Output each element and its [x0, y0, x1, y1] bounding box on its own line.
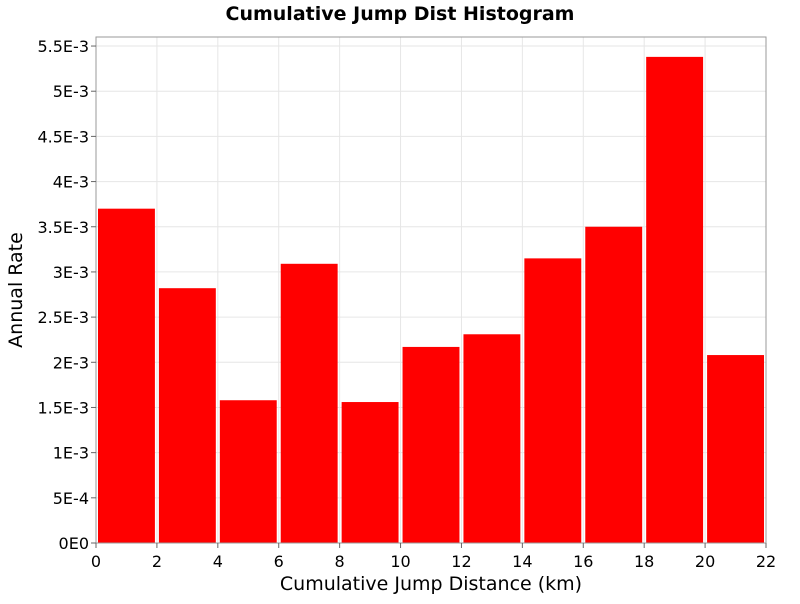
- histogram-bar: [524, 258, 582, 543]
- x-tick-label: 8: [335, 552, 345, 571]
- histogram-bar: [158, 288, 216, 543]
- histogram-bar: [646, 56, 704, 543]
- x-tick-label: 18: [634, 552, 654, 571]
- y-tick-label: 3.5E-3: [37, 218, 89, 237]
- y-tick-label: 4.5E-3: [37, 127, 89, 146]
- y-axis: 0E0 5E-4 1E-3 1.5E-3 2E-3 2.5E-3 3E-3 3.5E-3 4E-…: [37, 37, 96, 553]
- y-axis-label: Annual Rate: [5, 232, 27, 348]
- histogram-bar: [219, 400, 277, 543]
- x-tick-label: 6: [274, 552, 284, 571]
- histogram-bar: [707, 355, 764, 543]
- y-tick-label: 5E-4: [53, 489, 89, 508]
- histogram-bar: [463, 334, 521, 543]
- x-tick-label: 2: [152, 552, 162, 571]
- y-tick-label: 5.5E-3: [37, 37, 89, 56]
- bars: [98, 56, 764, 543]
- y-tick-label: 0E0: [59, 534, 89, 553]
- x-tick-label: 10: [390, 552, 410, 571]
- x-tick-label: 4: [213, 552, 223, 571]
- x-axis: 0 2 4 6 8 10 12 14 16 18 20 22: [91, 543, 776, 571]
- y-tick-label: 4E-3: [53, 173, 89, 192]
- y-tick-label: 1.5E-3: [37, 398, 89, 417]
- chart-title: Cumulative Jump Dist Histogram: [226, 3, 575, 25]
- x-tick-label: 16: [573, 552, 593, 571]
- y-tick-label: 5E-3: [53, 82, 89, 101]
- x-tick-label: 0: [91, 552, 101, 571]
- histogram-bar: [98, 208, 155, 543]
- histogram-bar: [341, 402, 399, 543]
- x-tick-label: 22: [756, 552, 776, 571]
- y-tick-label: 2.5E-3: [37, 308, 89, 327]
- y-tick-label: 2E-3: [53, 353, 89, 372]
- y-tick-label: 3E-3: [53, 263, 89, 282]
- histogram-bar: [585, 226, 643, 543]
- x-tick-label: 14: [512, 552, 532, 571]
- histogram-bar: [402, 346, 460, 543]
- x-tick-label: 20: [695, 552, 715, 571]
- y-tick-label: 1E-3: [53, 444, 89, 463]
- x-axis-label: Cumulative Jump Distance (km): [280, 573, 582, 595]
- plot-area-frame: [95, 36, 767, 544]
- x-tick-label: 12: [451, 552, 471, 571]
- histogram-bar: [280, 263, 338, 543]
